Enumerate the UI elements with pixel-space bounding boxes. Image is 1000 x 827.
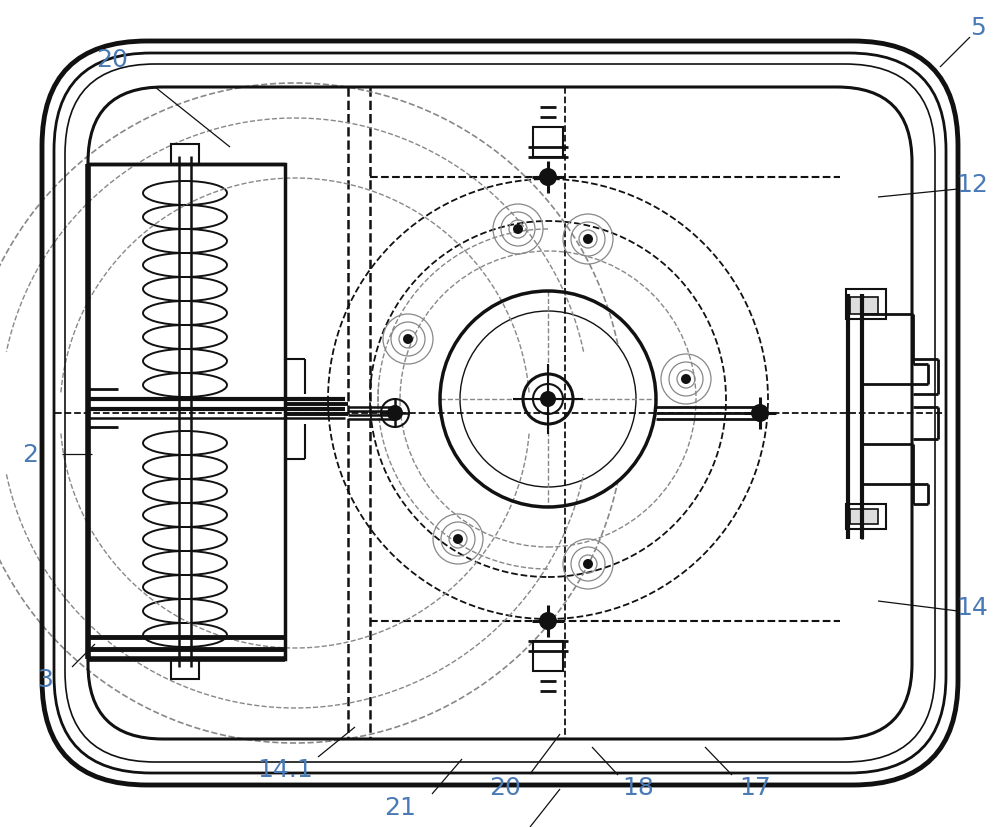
Bar: [533, 128, 563, 158]
Text: 17: 17: [739, 775, 771, 799]
Circle shape: [513, 225, 523, 235]
Text: 5: 5: [970, 16, 986, 40]
Text: 12: 12: [956, 173, 988, 197]
Text: 14.1: 14.1: [257, 757, 313, 781]
Bar: [171, 145, 199, 165]
Text: 21: 21: [384, 795, 416, 819]
Bar: [846, 504, 886, 529]
Circle shape: [751, 404, 769, 423]
Circle shape: [681, 375, 691, 385]
Bar: [171, 659, 199, 679]
Bar: [846, 289, 886, 319]
Circle shape: [540, 391, 556, 408]
Text: 18: 18: [622, 775, 654, 799]
Circle shape: [539, 612, 557, 630]
Text: 20: 20: [489, 775, 521, 799]
Text: 14: 14: [956, 595, 988, 619]
Circle shape: [539, 169, 557, 187]
Text: 20: 20: [96, 48, 128, 72]
Bar: [850, 298, 878, 314]
Bar: [850, 509, 878, 524]
Text: 3: 3: [37, 667, 53, 691]
Circle shape: [583, 235, 593, 245]
Circle shape: [453, 534, 463, 544]
Circle shape: [403, 335, 413, 345]
Bar: [533, 641, 563, 672]
Circle shape: [387, 405, 403, 422]
Circle shape: [583, 559, 593, 569]
Bar: [88, 165, 285, 659]
Text: 2: 2: [22, 442, 38, 466]
